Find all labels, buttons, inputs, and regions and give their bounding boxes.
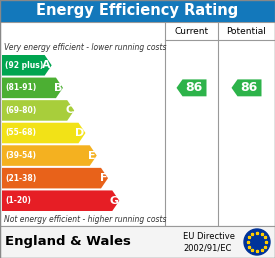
Text: Energy Efficiency Rating: Energy Efficiency Rating — [36, 4, 239, 19]
Text: Not energy efficient - higher running costs: Not energy efficient - higher running co… — [4, 214, 166, 223]
Text: 86: 86 — [240, 81, 257, 94]
Bar — [0, 226, 275, 258]
Text: EU Directive
2002/91/EC: EU Directive 2002/91/EC — [183, 232, 235, 252]
Text: England & Wales: England & Wales — [5, 236, 131, 248]
Text: B: B — [54, 83, 62, 93]
Text: (81-91): (81-91) — [5, 83, 36, 92]
Text: 86: 86 — [185, 81, 202, 94]
Bar — [0, 0, 275, 22]
Text: A: A — [42, 60, 51, 70]
Polygon shape — [177, 79, 207, 96]
Text: (1-20): (1-20) — [5, 196, 31, 205]
Polygon shape — [2, 145, 97, 166]
Text: E: E — [88, 151, 96, 160]
Text: Current: Current — [174, 27, 208, 36]
Bar — [0, 22, 275, 226]
Polygon shape — [2, 100, 74, 121]
Text: Very energy efficient - lower running costs: Very energy efficient - lower running co… — [4, 43, 166, 52]
Text: (92 plus): (92 plus) — [5, 61, 43, 70]
Polygon shape — [232, 79, 262, 96]
Polygon shape — [2, 168, 108, 188]
Polygon shape — [2, 55, 52, 76]
Text: D: D — [75, 128, 84, 138]
Text: (55-68): (55-68) — [5, 128, 36, 138]
Text: G: G — [109, 196, 118, 206]
Text: (39-54): (39-54) — [5, 151, 36, 160]
Polygon shape — [2, 78, 63, 98]
Polygon shape — [2, 190, 119, 211]
Text: (69-80): (69-80) — [5, 106, 36, 115]
Circle shape — [244, 229, 270, 255]
Text: (21-38): (21-38) — [5, 174, 36, 183]
Text: F: F — [100, 173, 107, 183]
Text: C: C — [65, 106, 73, 115]
Polygon shape — [2, 123, 86, 143]
Text: Potential: Potential — [227, 27, 266, 36]
